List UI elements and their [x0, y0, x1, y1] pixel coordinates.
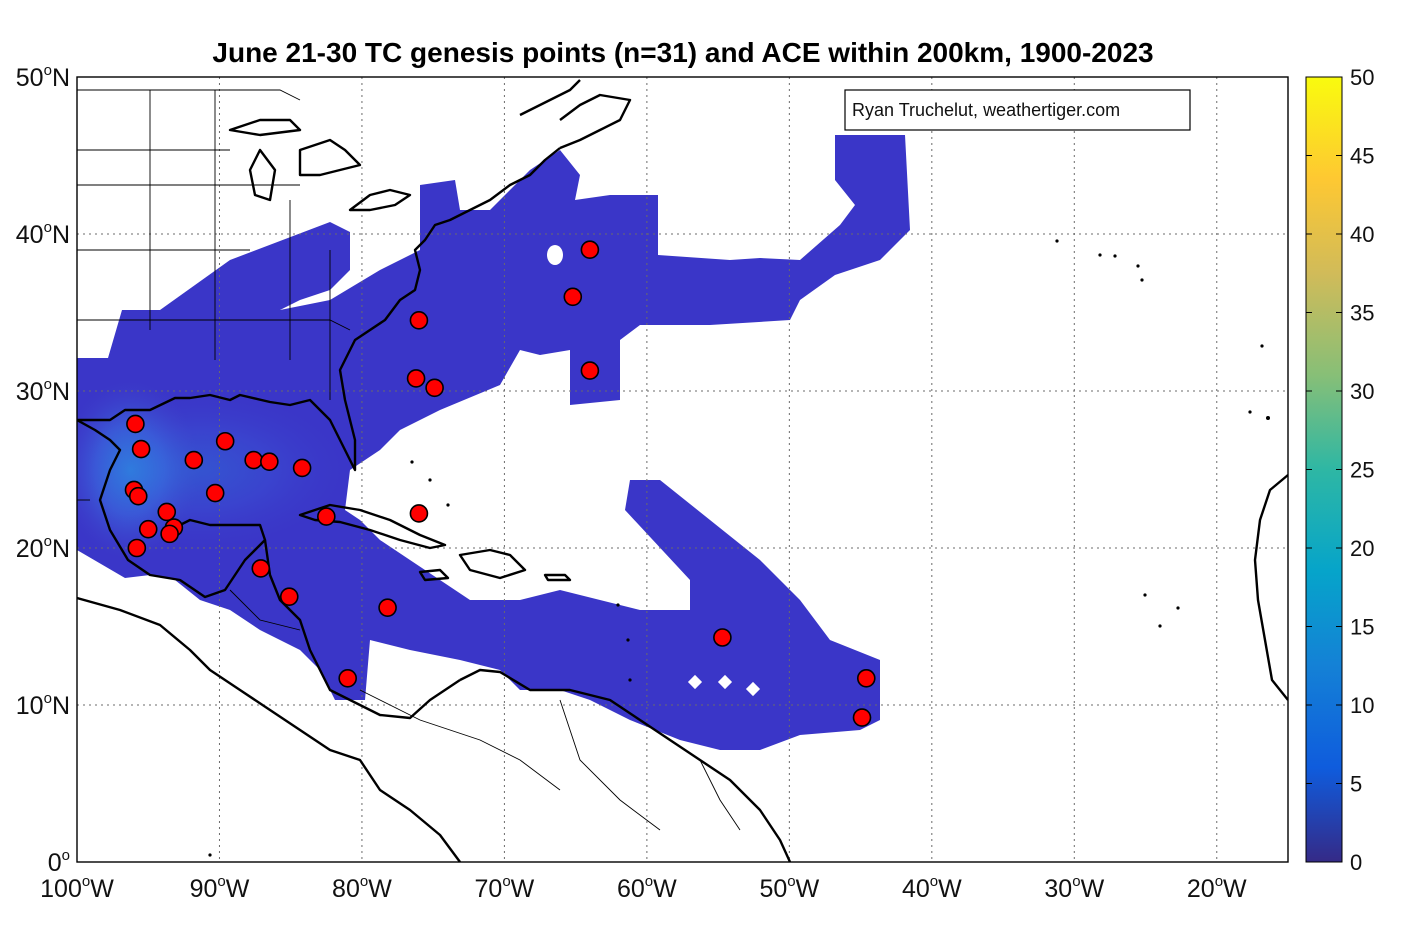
genesis-point-marker — [279, 587, 299, 606]
genesis-point-marker — [425, 378, 444, 398]
colorbar-tick-label: 50 — [1350, 65, 1374, 90]
longitude-tick-label: 80oW — [332, 873, 392, 903]
genesis-point-marker — [406, 369, 426, 388]
genesis-point-marker — [409, 504, 429, 523]
credit-text: Ryan Truchelut, weathertiger.com — [852, 100, 1120, 120]
genesis-point-marker — [128, 486, 148, 506]
genesis-point-marker — [292, 458, 312, 478]
genesis-point-marker — [131, 439, 151, 459]
longitude-tick-label: 70oW — [475, 873, 535, 903]
genesis-point-marker — [205, 483, 225, 503]
genesis-point-marker — [184, 450, 204, 470]
genesis-point-marker — [215, 431, 235, 451]
colorbar-tick-label: 10 — [1350, 693, 1374, 718]
colorbar-tick-label: 25 — [1350, 458, 1374, 483]
genesis-point-marker — [127, 538, 147, 558]
genesis-point-marker — [251, 559, 271, 578]
latitude-tick-label: 20oN — [16, 533, 70, 563]
field-gaps — [547, 245, 761, 697]
longitude-tick-label: 30oW — [1044, 873, 1104, 903]
genesis-point-marker — [244, 450, 263, 470]
map-frame — [76, 76, 1289, 863]
latitude-tick-label: 0o — [48, 847, 70, 877]
colorbar: 0 5 10 15 20 25 30 35 40 45 50 — [1305, 65, 1374, 875]
latitude-tick-label: 30oN — [16, 376, 70, 406]
coastlines — [77, 79, 1288, 862]
ace-secondary-region — [77, 390, 350, 550]
genesis-point-marker — [852, 708, 872, 727]
genesis-points — [124, 240, 876, 727]
genesis-point-marker — [580, 361, 600, 380]
latitude-tick-label: 10oN — [16, 690, 70, 720]
map-title: June 21-30 TC genesis points (n=31) and … — [212, 37, 1153, 68]
longitude-tick-label: 50oW — [759, 873, 819, 903]
genesis-point-marker — [856, 669, 876, 688]
genesis-point-marker — [160, 524, 179, 544]
genesis-point-marker — [317, 507, 336, 526]
map-plot-area — [77, 77, 1288, 862]
genesis-point-marker — [126, 414, 145, 434]
genesis-point-marker — [138, 519, 158, 539]
colorbar-tick-label: 30 — [1350, 379, 1374, 404]
longitude-tick-labels: 100oW 90oW 80oW 70oW 60oW 50oW 40oW 30oW 20oW — [40, 873, 1247, 903]
colorbar-tick-label: 5 — [1350, 772, 1362, 797]
latitude-tick-labels: 0o 10oN 20oN 30oN 40oN 50oN — [16, 62, 70, 877]
colorbar-tick-label: 20 — [1350, 536, 1374, 561]
genesis-point-marker — [580, 240, 600, 259]
genesis-point-marker — [409, 311, 429, 330]
colorbar-tick-label: 35 — [1350, 301, 1374, 326]
longitude-tick-label: 20oW — [1187, 873, 1247, 903]
genesis-point-marker — [260, 452, 279, 471]
map-gridlines — [77, 77, 1288, 862]
genesis-point-marker — [338, 669, 357, 688]
colorbar-tick-label: 45 — [1350, 144, 1374, 169]
genesis-point-marker — [157, 502, 177, 522]
longitude-tick-label: 100oW — [40, 873, 114, 903]
colorbar-tick-labels: 0 5 10 15 20 25 30 35 40 45 50 — [1306, 65, 1374, 875]
state-borders — [77, 89, 741, 831]
credit-box: Ryan Truchelut, weathertiger.com — [844, 89, 1191, 131]
longitude-tick-label: 60oW — [617, 873, 677, 903]
genesis-point-marker — [563, 287, 583, 307]
island-specks — [208, 239, 1270, 857]
colorbar-tick-label: 40 — [1350, 222, 1374, 247]
longitude-tick-label: 90oW — [190, 873, 250, 903]
longitude-tick-label: 40oW — [902, 873, 962, 903]
latitude-tick-label: 50oN — [16, 62, 70, 92]
genesis-point-marker — [378, 598, 397, 617]
colorbar-tick-label: 0 — [1350, 850, 1362, 875]
latitude-tick-label: 40oN — [16, 219, 70, 249]
colorbar-tick-label: 15 — [1350, 615, 1374, 640]
genesis-point-marker — [713, 628, 732, 647]
